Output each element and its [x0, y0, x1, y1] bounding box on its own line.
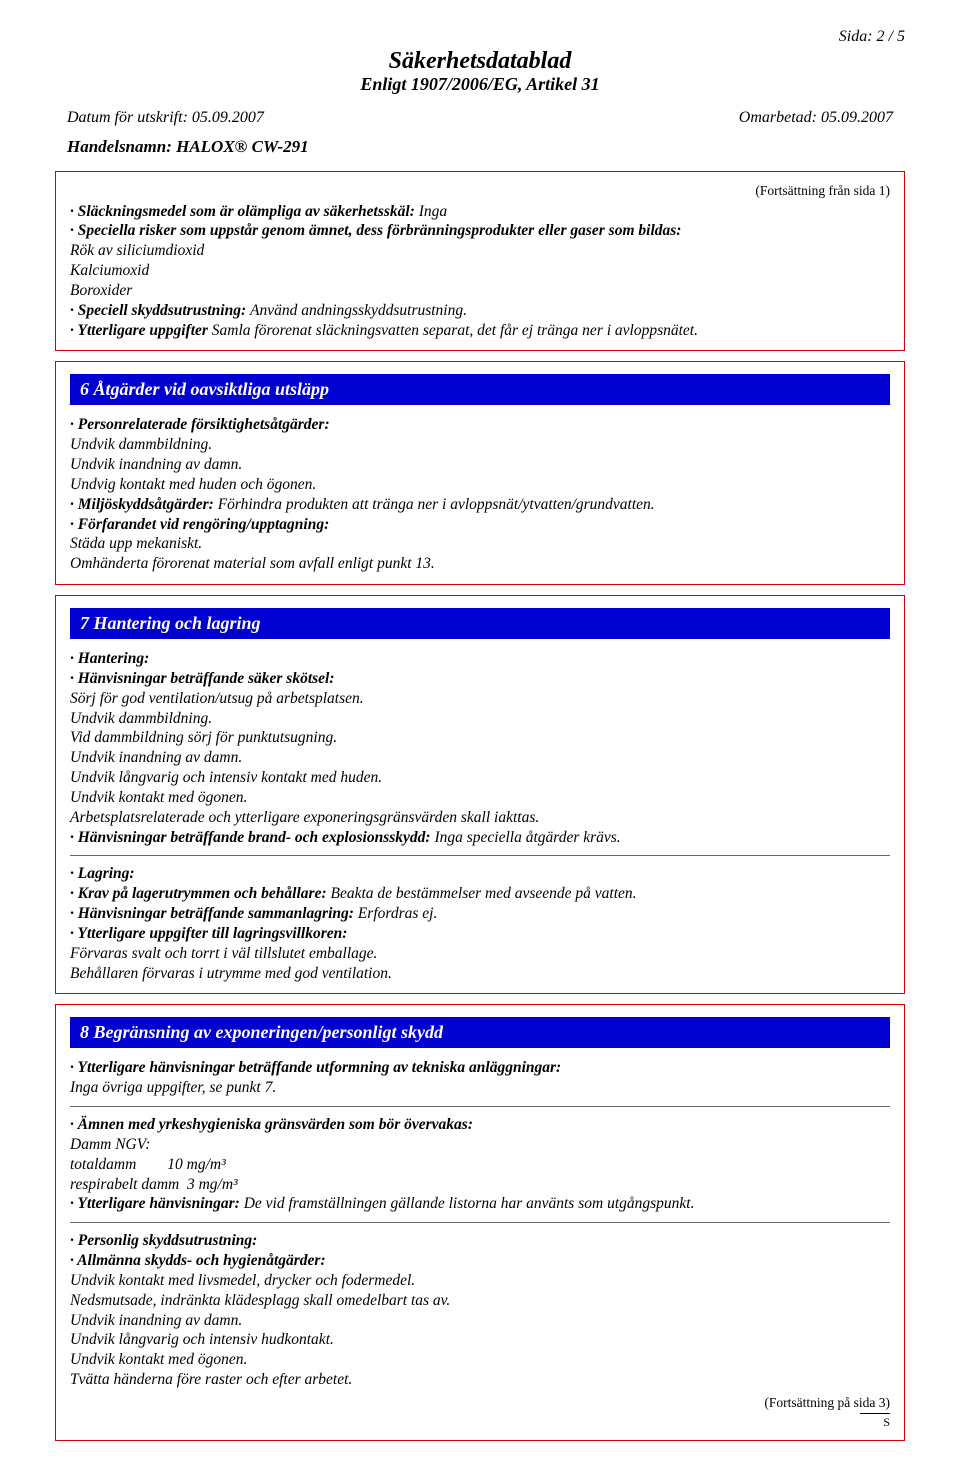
hygiene-line-6: Tvätta händerna före raster och efter ar… [70, 1370, 890, 1390]
cleanup-line-1: Städa upp mekaniskt. [70, 534, 890, 554]
divider-3 [70, 1222, 890, 1223]
continuation-to: (Fortsättning på sida 3) [70, 1394, 890, 1411]
limits-line-2: totaldamm 10 mg/m³ [70, 1155, 890, 1175]
extinguish-label: · Släckningsmedel som är olämpliga av sä… [70, 203, 419, 220]
revised-date-value: 05.09.2007 [821, 109, 893, 126]
section-8-box: 8 Begränsning av exponeringen/personligt… [55, 1004, 905, 1441]
combined-label: · Hänvisningar beträffande sammanlagring… [70, 905, 358, 922]
safe-line-7: Arbetsplatsrelaterade och ytterligare ex… [70, 808, 890, 828]
hygiene-line-1: Undvik kontakt med livsmedel, drycker oc… [70, 1271, 890, 1291]
extinguish-value: Inga [419, 203, 447, 220]
limits-line-3: respirabelt damm 3 mg/m³ [70, 1175, 890, 1195]
limits-label: · Ämnen med yrkeshygieniska gränsvärden … [70, 1115, 890, 1135]
footer-s-mark: S [860, 1413, 890, 1430]
safe-line-1: Sörj för god ventilation/utsug på arbets… [70, 689, 890, 709]
section-7-header: 7 Hantering och lagring [70, 608, 890, 639]
risks-line-3: Boroxider [70, 281, 890, 301]
additional-value: Samla förorenat släckningsvatten separat… [212, 322, 698, 339]
storage-label: · Lagring: [70, 864, 890, 884]
section-6-header: 6 Åtgärder vid oavsiktliga utsläpp [70, 374, 890, 405]
divider-2 [70, 1106, 890, 1107]
fire-label: · Hänvisningar beträffande brand- och ex… [70, 829, 434, 846]
cleanup-label: · Förfarandet vid rengöring/upptagning: [70, 515, 890, 535]
hygiene-line-2: Nedsmutsade, indränkta klädesplagg skall… [70, 1291, 890, 1311]
document-title: Säkerhetsdatablad [55, 48, 905, 74]
safe-line-5: Undvik långvarig och intensiv kontakt me… [70, 768, 890, 788]
safe-line-4: Undvik inandning av damn. [70, 748, 890, 768]
additional8-value: De vid framställningen gällande listorna… [244, 1195, 695, 1212]
print-date: Datum för utskrift: 05.09.2007 [67, 109, 264, 127]
tradename: Handelsnamn: HALOX® CW-291 [55, 137, 905, 157]
revised-date-label: Omarbetad: [739, 109, 821, 126]
risks-line-2: Kalciumoxid [70, 261, 890, 281]
safe-label: · Hänvisningar beträffande säker skötsel… [70, 669, 890, 689]
additional8-entry: · Ytterligare hänvisningar: De vid frams… [70, 1194, 890, 1214]
tradename-value: HALOX® CW-291 [176, 137, 309, 156]
protection-label: · Speciell skyddsutrustning: [70, 302, 250, 319]
combined-entry: · Hänvisningar beträffande sammanlagring… [70, 904, 890, 924]
combined-value: Erfordras ej. [358, 905, 438, 922]
personal-line-3: Undvig kontakt med huden och ögonen. [70, 475, 890, 495]
page-number: Sida: 2 / 5 [55, 28, 905, 46]
fire-entry: · Hänvisningar beträffande brand- och ex… [70, 828, 890, 848]
personal-line-2: Undvik inandning av damn. [70, 455, 890, 475]
risks-label: · Speciella risker som uppstår genom ämn… [70, 221, 890, 241]
env-label: · Miljöskyddsåtgärder: [70, 496, 218, 513]
tech-value: Inga övriga uppgifter, se punkt 7. [70, 1078, 890, 1098]
hygiene-label: · Allmänna skydds- och hygienåtgärder: [70, 1251, 890, 1271]
handling-label: · Hantering: [70, 649, 890, 669]
revised-date: Omarbetad: 05.09.2007 [739, 109, 893, 127]
env-value: Förhindra produkten att tränga ner i avl… [218, 496, 655, 513]
continuation-from: (Fortsättning från sida 1) [70, 182, 890, 199]
protection-entry: · Speciell skyddsutrustning: Använd andn… [70, 301, 890, 321]
limits-line-1: Damm NGV: [70, 1135, 890, 1155]
personal-line-1: Undvik dammbildning. [70, 435, 890, 455]
additional-label: · Ytterligare uppgifter [70, 322, 212, 339]
container-entry: · Krav på lagerutrymmen och behållare: B… [70, 884, 890, 904]
hygiene-line-4: Undvik långvarig och intensiv hudkontakt… [70, 1330, 890, 1350]
tech-label: · Ytterligare hänvisningar beträffande u… [70, 1058, 890, 1078]
safe-line-2: Undvik dammbildning. [70, 709, 890, 729]
fire-value: Inga speciella åtgärder krävs. [434, 829, 620, 846]
section-5-box: (Fortsättning från sida 1) · Släckningsm… [55, 171, 905, 351]
conditions-line-1: Förvaras svalt och torrt i väl tillslute… [70, 944, 890, 964]
additional-entry: · Ytterligare uppgifter Samla förorenat … [70, 321, 890, 341]
document-subtitle: Enligt 1907/2006/EG, Artikel 31 [55, 74, 905, 95]
personal-label: · Personrelaterade försiktighetsåtgärder… [70, 415, 890, 435]
safe-line-3: Vid dammbildning sörj för punktutsugning… [70, 728, 890, 748]
container-label: · Krav på lagerutrymmen och behållare: [70, 885, 330, 902]
risks-line-1: Rök av siliciumdioxid [70, 241, 890, 261]
header-dates-row: Datum för utskrift: 05.09.2007 Omarbetad… [55, 109, 905, 127]
safe-line-6: Undvik kontakt med ögonen. [70, 788, 890, 808]
container-value: Beakta de bestämmelser med avseende på v… [330, 885, 636, 902]
section-6-box: 6 Åtgärder vid oavsiktliga utsläpp · Per… [55, 361, 905, 585]
ppe-label: · Personlig skyddsutrustning: [70, 1231, 890, 1251]
env-entry: · Miljöskyddsåtgärder: Förhindra produkt… [70, 495, 890, 515]
hygiene-line-5: Undvik kontakt med ögonen. [70, 1350, 890, 1370]
conditions-line-2: Behållaren förvaras i utrymme med god ve… [70, 964, 890, 984]
hygiene-line-3: Undvik inandning av damn. [70, 1311, 890, 1331]
protection-value: Använd andningsskyddsutrustning. [250, 302, 467, 319]
tradename-label: Handelsnamn: [67, 137, 176, 156]
conditions-label: · Ytterligare uppgifter till lagringsvil… [70, 924, 890, 944]
print-date-label: Datum för utskrift: [67, 109, 192, 126]
additional8-label: · Ytterligare hänvisningar: [70, 1195, 244, 1212]
section-8-header: 8 Begränsning av exponeringen/personligt… [70, 1017, 890, 1048]
print-date-value: 05.09.2007 [192, 109, 264, 126]
section-7-box: 7 Hantering och lagring · Hantering: · H… [55, 595, 905, 994]
extinguish-entry: · Släckningsmedel som är olämpliga av sä… [70, 202, 890, 222]
divider [70, 855, 890, 856]
cleanup-line-2: Omhänderta förorenat material som avfall… [70, 554, 890, 574]
